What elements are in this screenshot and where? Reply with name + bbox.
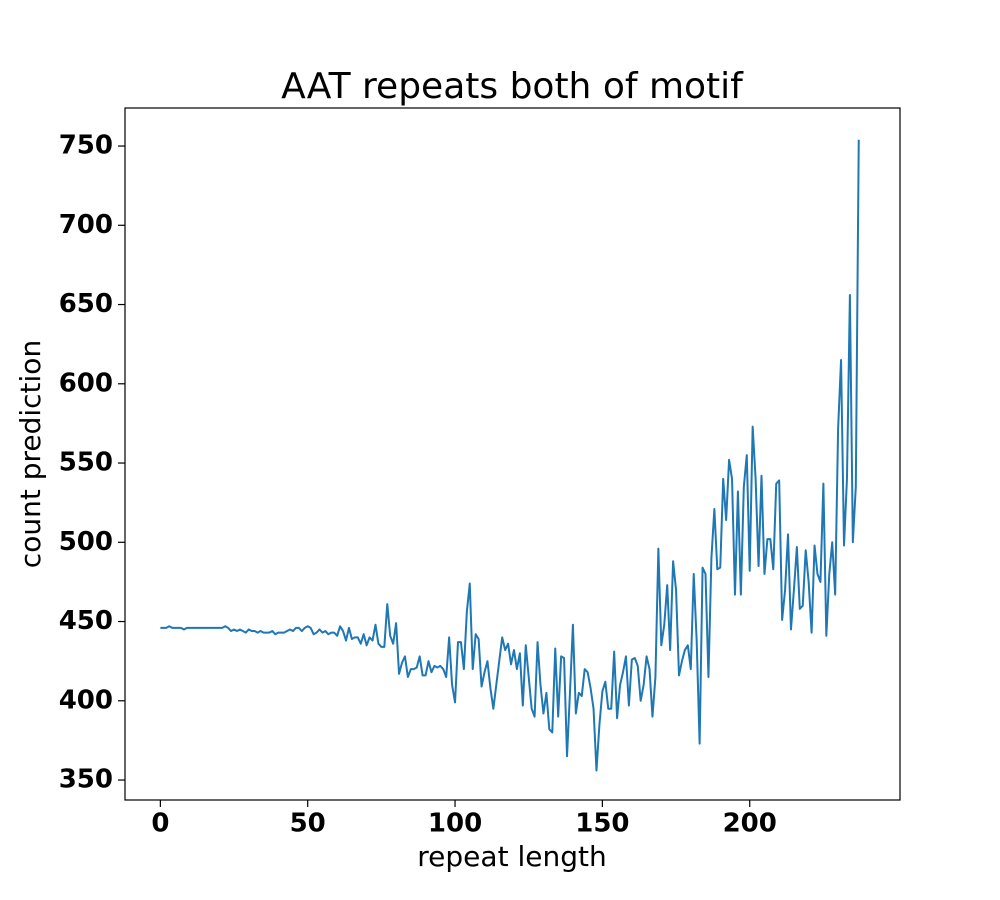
y-tick-label: 550 — [59, 448, 113, 478]
y-tick-label: 450 — [59, 606, 113, 636]
y-tick-label: 700 — [59, 210, 113, 240]
y-tick-label: 350 — [59, 765, 113, 795]
y-tick-label: 600 — [59, 368, 113, 398]
plot-frame — [124, 107, 901, 801]
x-axis-label: repeat length — [417, 840, 606, 873]
y-tick-label: 500 — [59, 527, 113, 557]
y-tick-label: 750 — [59, 131, 113, 161]
x-tick-label: 200 — [723, 809, 777, 839]
x-tick-label: 150 — [575, 809, 629, 839]
x-tick-label: 100 — [428, 809, 482, 839]
data-line — [160, 139, 860, 772]
x-tick-label: 0 — [151, 809, 169, 839]
x-tick-label: 50 — [290, 809, 326, 839]
y-tick-label: 650 — [59, 289, 113, 319]
y-axis-label: count prediction — [14, 340, 47, 568]
chart-title: AAT repeats both of motif — [281, 66, 744, 107]
y-tick-label: 400 — [59, 685, 113, 715]
